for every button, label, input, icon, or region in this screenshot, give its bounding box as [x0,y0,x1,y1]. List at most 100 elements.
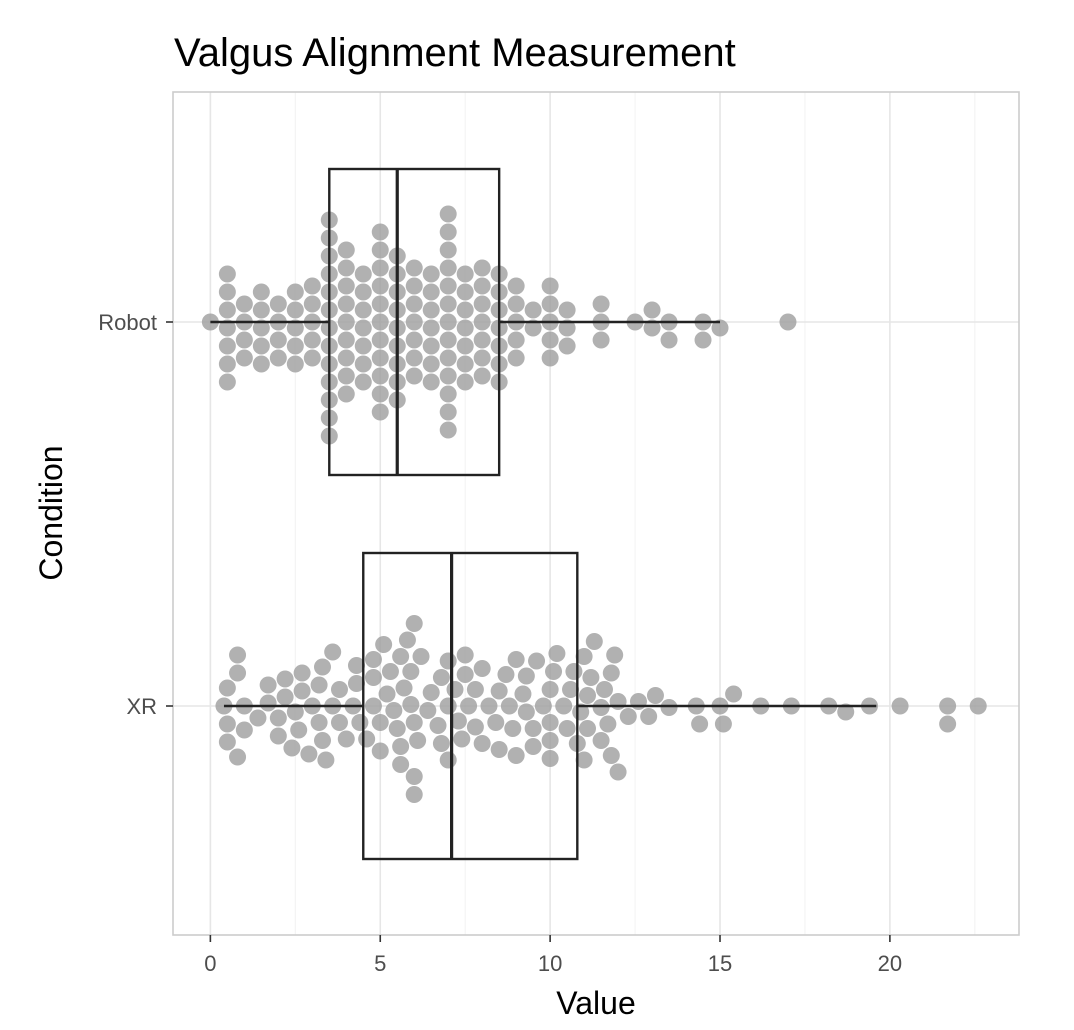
data-point [579,687,597,704]
data-point [439,367,457,385]
data-point [286,355,304,373]
data-point [337,241,355,259]
panel-border [172,91,1020,936]
data-point [218,679,236,697]
data-point [405,313,423,331]
data-point [473,313,491,331]
data-point [422,265,440,283]
data-point [249,709,267,727]
data-point [405,615,423,632]
data-point [541,277,559,295]
data-point [252,337,270,355]
data-point [460,697,478,715]
data-point [541,331,559,349]
data-point [405,367,423,385]
data-point [385,702,403,719]
data-point [555,697,573,715]
data-point [358,730,376,748]
data-point [310,714,328,731]
data-point [473,660,491,677]
data-point [456,283,474,301]
data-point [422,373,440,391]
data-point [602,747,620,764]
data-point [229,646,247,664]
data-point [711,319,729,337]
data-point [405,786,423,803]
data-point [409,732,427,749]
data-point [439,751,457,769]
data-point [439,385,457,403]
data-point [313,658,331,676]
data-point [602,664,620,682]
data-point [466,718,484,736]
data-point [643,301,661,319]
data-point [354,355,372,373]
data-point [585,633,603,650]
data-point [545,663,563,680]
x-tick-label: 0 [204,951,216,976]
box-iqr [328,167,501,477]
data-point [337,349,355,367]
data-point [439,331,457,349]
data-point [449,712,467,730]
data-point [507,747,525,764]
data-point [565,663,583,680]
data-point [534,697,552,715]
data-point [646,687,664,704]
tick-layer: 0 5 10 15 20 Robot XR [98,310,902,976]
data-point [524,720,542,737]
data-point [290,721,308,739]
data-point [286,319,304,337]
data-point [310,676,328,694]
data-point [303,349,321,367]
data-point [402,696,420,713]
data-point [378,685,396,703]
data-point [337,367,355,385]
data-point [337,259,355,277]
data-point [286,337,304,355]
data-point [354,265,372,283]
data-point [422,301,440,319]
data-point [439,241,457,259]
data-point [317,751,335,769]
data-point [473,277,491,295]
data-point [439,205,457,223]
data-point [517,667,535,685]
data-point [562,681,580,698]
data-point [422,355,440,373]
data-point [337,331,355,349]
data-point [432,735,450,752]
data-point [969,697,987,715]
data-point [439,403,457,421]
data-point [939,697,957,715]
data-point [660,699,678,716]
data-point [252,355,270,373]
data-point [779,313,797,331]
grid-layer [173,92,1019,935]
data-point [269,349,287,367]
data-point [354,373,372,391]
x-axis-title: Value [556,985,635,1021]
data-point [456,265,474,283]
data-point [541,732,559,749]
data-point [235,331,253,349]
data-point [375,636,393,653]
data-point [422,684,440,701]
data-point [595,681,613,698]
data-point [439,421,457,439]
data-point [725,685,743,703]
data-point [392,756,410,773]
data-point [456,355,474,373]
data-point [439,313,457,331]
data-point [405,259,423,277]
data-point [575,751,593,769]
data-point [252,319,270,337]
data-point [388,720,406,737]
data-point [609,763,627,781]
data-point [218,337,236,355]
data-point [405,349,423,367]
data-point [514,685,532,703]
data-point [337,277,355,295]
data-point [351,714,369,731]
